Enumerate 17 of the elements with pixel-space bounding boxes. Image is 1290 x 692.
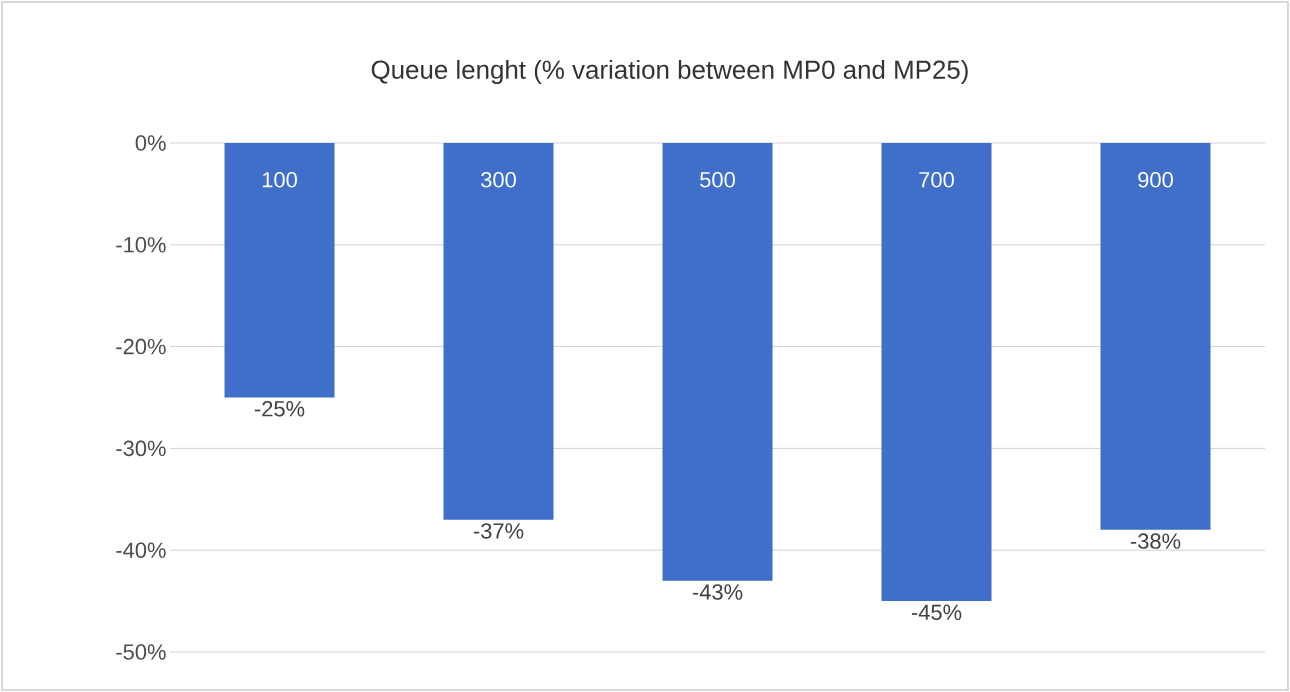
- data-label: -43%: [692, 584, 743, 600]
- y-tick-label: -20%: [116, 338, 166, 355]
- x-tick-label: 900: [1138, 171, 1173, 188]
- x-tick-label: 100: [262, 171, 297, 188]
- data-label: -38%: [1130, 533, 1181, 549]
- x-tick-label: 500: [700, 171, 735, 188]
- data-label: -45%: [911, 604, 962, 621]
- data-label: -37%: [473, 523, 524, 539]
- y-tick-label: -50%: [116, 644, 166, 660]
- x-tick-label: 700: [919, 171, 954, 188]
- x-tick-label: 300: [481, 171, 516, 188]
- y-tick-label: 0%: [135, 135, 166, 151]
- y-tick-label: -40%: [116, 542, 166, 558]
- chart-title: Queue lenght (% variation between MP0 and MP25): [371, 59, 968, 85]
- data-label: -25%: [254, 401, 305, 417]
- y-tick-label: -30%: [116, 440, 166, 457]
- y-tick-label: -10%: [116, 237, 166, 253]
